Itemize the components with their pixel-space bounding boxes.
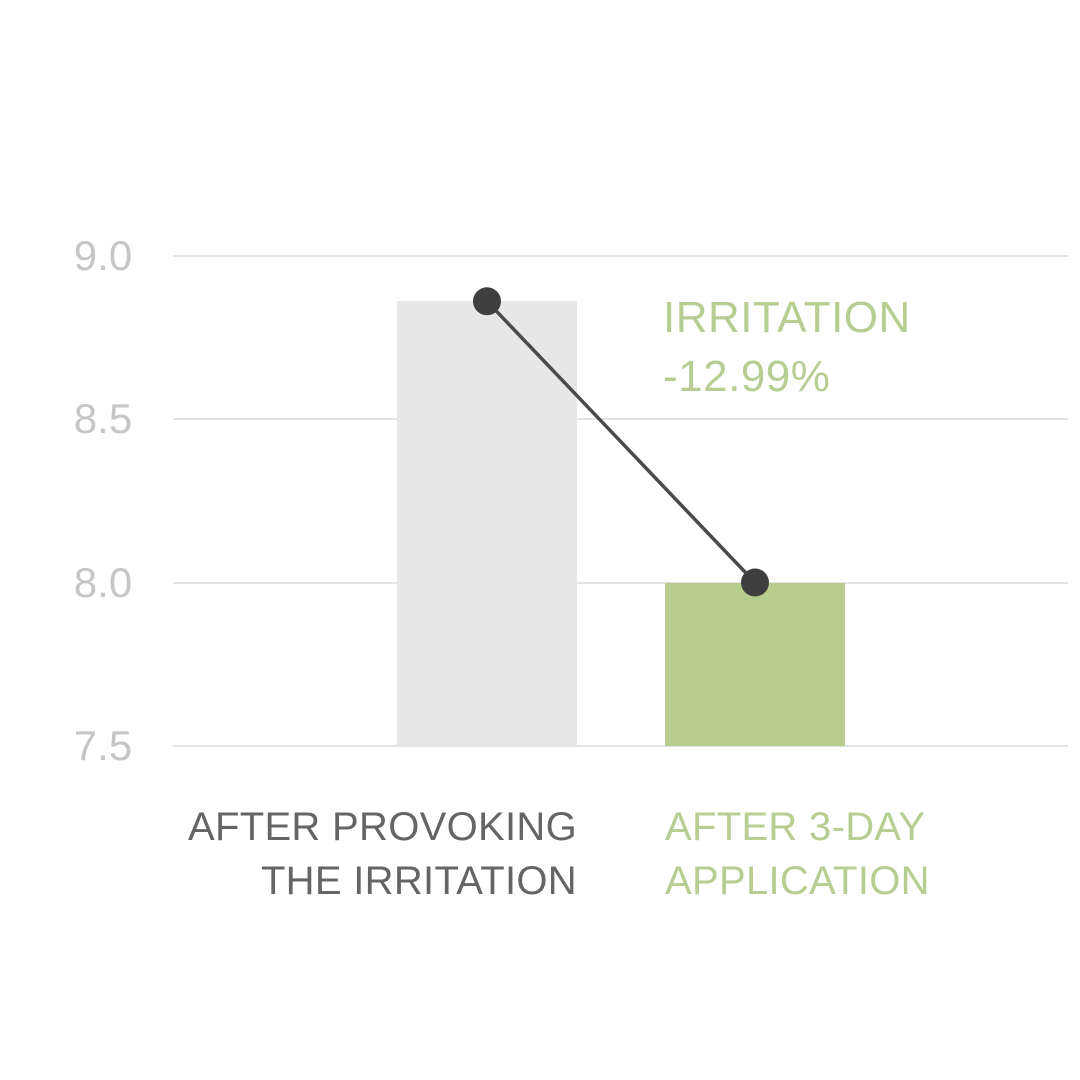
gridline-8.0 [173,581,1068,584]
x-label-after-3day-line-2: APPLICATION [665,859,930,903]
gridline-9.0 [173,254,1068,257]
gridline-8.5 [173,418,1068,420]
annotation-line-2: -12.99% [663,352,831,401]
x-label-after-3day-application: AFTER 3-DAY APPLICATION [665,800,930,908]
bar-after-provoking-the-irritation [397,301,577,746]
y-tick-label-9.0: 9.0 [73,231,133,279]
gridline-7.5 [173,745,1068,747]
x-label-after-3day-line-1: AFTER 3-DAY [665,805,926,849]
annotation-line-1: IRRITATION [663,293,911,342]
y-tick-label-8.5: 8.5 [73,395,133,442]
x-label-after-provoking: AFTER PROVOKING THE IRRITATION [188,800,577,908]
bar-after-3day-application [665,582,845,746]
y-tick-label-8.0: 8.0 [73,558,133,606]
y-tick-label-7.5: 7.5 [73,722,133,769]
irritation-change-annotation: IRRITATION -12.99% [663,288,911,406]
x-label-after-provoking-line-1: AFTER PROVOKING [188,805,577,849]
x-label-after-provoking-line-2: THE IRRITATION [260,859,577,903]
